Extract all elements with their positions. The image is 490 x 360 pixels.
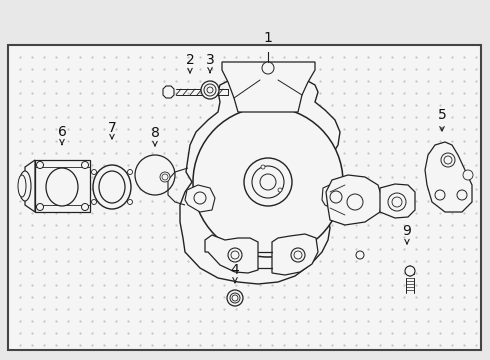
Circle shape [252, 166, 284, 198]
Text: 9: 9 [403, 224, 412, 244]
Polygon shape [185, 185, 215, 212]
Ellipse shape [19, 171, 31, 201]
Circle shape [81, 203, 89, 211]
Circle shape [278, 188, 282, 192]
Polygon shape [163, 86, 174, 98]
Circle shape [405, 266, 415, 276]
Circle shape [260, 174, 276, 190]
Text: 2: 2 [186, 53, 195, 73]
Circle shape [444, 156, 452, 164]
Text: 4: 4 [231, 263, 240, 283]
Text: 6: 6 [57, 125, 67, 145]
Circle shape [230, 293, 240, 303]
Ellipse shape [18, 175, 26, 197]
Circle shape [435, 190, 445, 200]
Circle shape [227, 290, 243, 306]
Circle shape [463, 170, 473, 180]
Circle shape [36, 203, 44, 211]
Polygon shape [25, 160, 35, 212]
Text: 3: 3 [206, 53, 215, 73]
Ellipse shape [93, 165, 131, 209]
Circle shape [135, 155, 175, 195]
Circle shape [388, 193, 406, 211]
Circle shape [294, 251, 302, 259]
Circle shape [356, 251, 364, 259]
Polygon shape [380, 184, 415, 218]
Circle shape [330, 191, 342, 203]
Circle shape [194, 192, 206, 204]
Polygon shape [35, 160, 90, 212]
Circle shape [81, 162, 89, 168]
Circle shape [160, 172, 170, 182]
Circle shape [441, 153, 455, 167]
Text: 5: 5 [438, 108, 446, 131]
Circle shape [127, 170, 132, 175]
Polygon shape [180, 80, 344, 284]
Polygon shape [322, 183, 350, 212]
Circle shape [201, 81, 219, 99]
Circle shape [232, 295, 238, 301]
Text: 7: 7 [108, 121, 117, 139]
Circle shape [92, 199, 97, 204]
Circle shape [291, 248, 305, 262]
Circle shape [244, 158, 292, 206]
Circle shape [392, 197, 402, 207]
Ellipse shape [99, 171, 125, 203]
Circle shape [457, 190, 467, 200]
Polygon shape [326, 175, 382, 225]
Circle shape [262, 62, 274, 74]
Circle shape [193, 107, 343, 257]
Circle shape [231, 251, 239, 259]
Circle shape [127, 199, 132, 204]
Text: 8: 8 [150, 126, 159, 146]
Polygon shape [272, 234, 318, 275]
Polygon shape [425, 142, 472, 212]
Circle shape [162, 174, 168, 180]
Circle shape [36, 162, 44, 168]
Circle shape [92, 170, 97, 175]
Text: 1: 1 [264, 31, 272, 45]
Circle shape [261, 165, 265, 169]
Circle shape [347, 194, 363, 210]
Circle shape [204, 84, 216, 96]
Ellipse shape [46, 168, 78, 206]
Polygon shape [205, 235, 258, 273]
Circle shape [207, 87, 213, 93]
Bar [8, 45, 481, 350]
Polygon shape [222, 62, 315, 112]
Circle shape [228, 248, 242, 262]
